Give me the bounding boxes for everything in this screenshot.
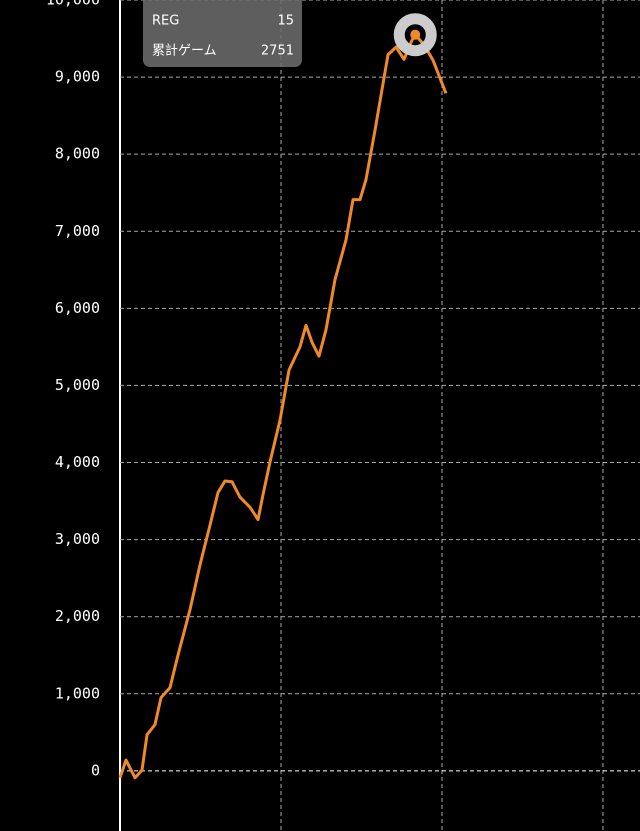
data-line [118,33,448,780]
y-tick-label: 10,000 [46,0,100,9]
y-tick-label: 2,000 [55,607,100,625]
tooltip-value: 15 [277,14,294,29]
tooltip-box [143,0,302,67]
tooltip-label: 累計ゲーム [152,43,217,59]
highlight-point [410,29,421,40]
highlight-ring [393,13,437,57]
y-tick-label: 8,000 [55,145,100,163]
y-tick-label: 7,000 [55,222,100,240]
y-tick-label: 1,000 [55,684,100,702]
y-tick-label: 0 [91,761,100,779]
y-tick-label: 5,000 [55,376,100,394]
y-tick-label: 6,000 [55,299,100,317]
y-tick-label: 3,000 [55,530,100,548]
y-tick-label: 4,000 [55,453,100,471]
tooltip-label: REG [152,14,179,29]
y-tick-label: 9,000 [55,68,100,86]
tooltip-value: 2751 [261,44,294,59]
